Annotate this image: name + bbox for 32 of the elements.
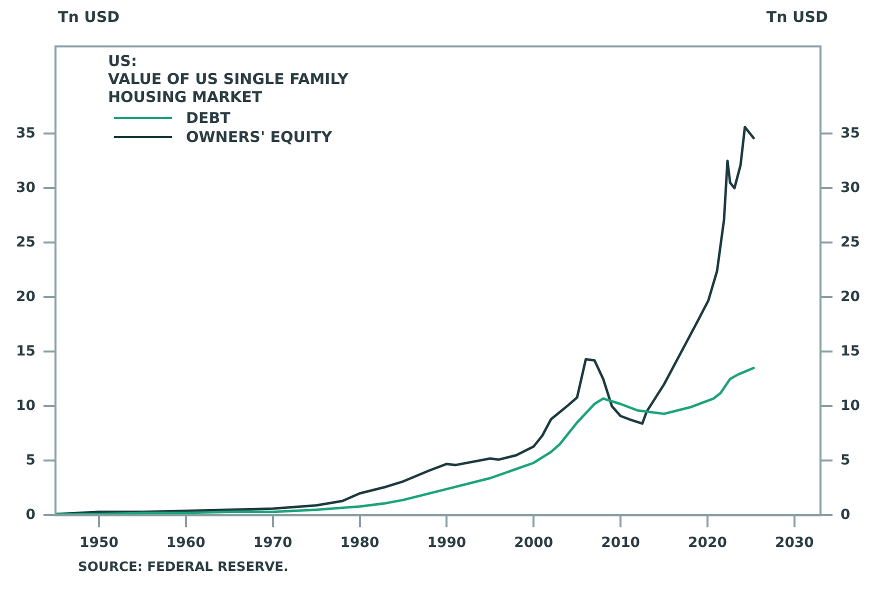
y2-axis-title: Tn USD [766,8,828,28]
y2-tick-label: 5 [840,452,850,468]
legend-label: OWNERS' EQUITY [186,128,332,146]
x-tick-label: 2020 [688,535,728,552]
y2-tick-label: 25 [840,234,860,250]
y-tick-label: 15 [16,343,36,360]
y-tick-label: 10 [16,398,36,414]
x-tick-label: 1960 [166,535,206,552]
legend-label: DEBT [186,108,230,126]
x-tick-label: 2030 [774,535,814,552]
y-tick-label: 20 [16,288,36,305]
y-tick-label: 30 [16,180,36,196]
y2-tick-label: 20 [840,288,860,305]
y2-tick-label: 35 [840,125,860,142]
x-tick-label: 1950 [79,535,119,552]
chart-title: US: [108,52,138,70]
x-tick-label: 1990 [427,535,466,552]
y-tick-label: 0 [26,506,36,523]
y2-tick-label: 0 [840,506,851,523]
y-axis-title: Tn USD [58,8,120,28]
x-tick-label: 1970 [253,535,293,552]
y-tick-label: 5 [26,452,36,468]
y2-tick-label: 30 [840,180,860,196]
y2-tick-label: 10 [840,398,860,414]
x-tick-label: 1980 [340,535,380,552]
x-tick-label: 2000 [514,535,554,552]
y-tick-label: 35 [16,125,36,142]
y-tick-label: 25 [16,234,36,250]
source-note: SOURCE: FEDERAL RESERVE. [77,560,290,575]
text: VALUE OF US SINGLE FAMILY HOUSING MARKET [108,70,350,106]
x-tick-label: 2010 [601,535,640,552]
y2-tick-label: 15 [840,343,860,360]
